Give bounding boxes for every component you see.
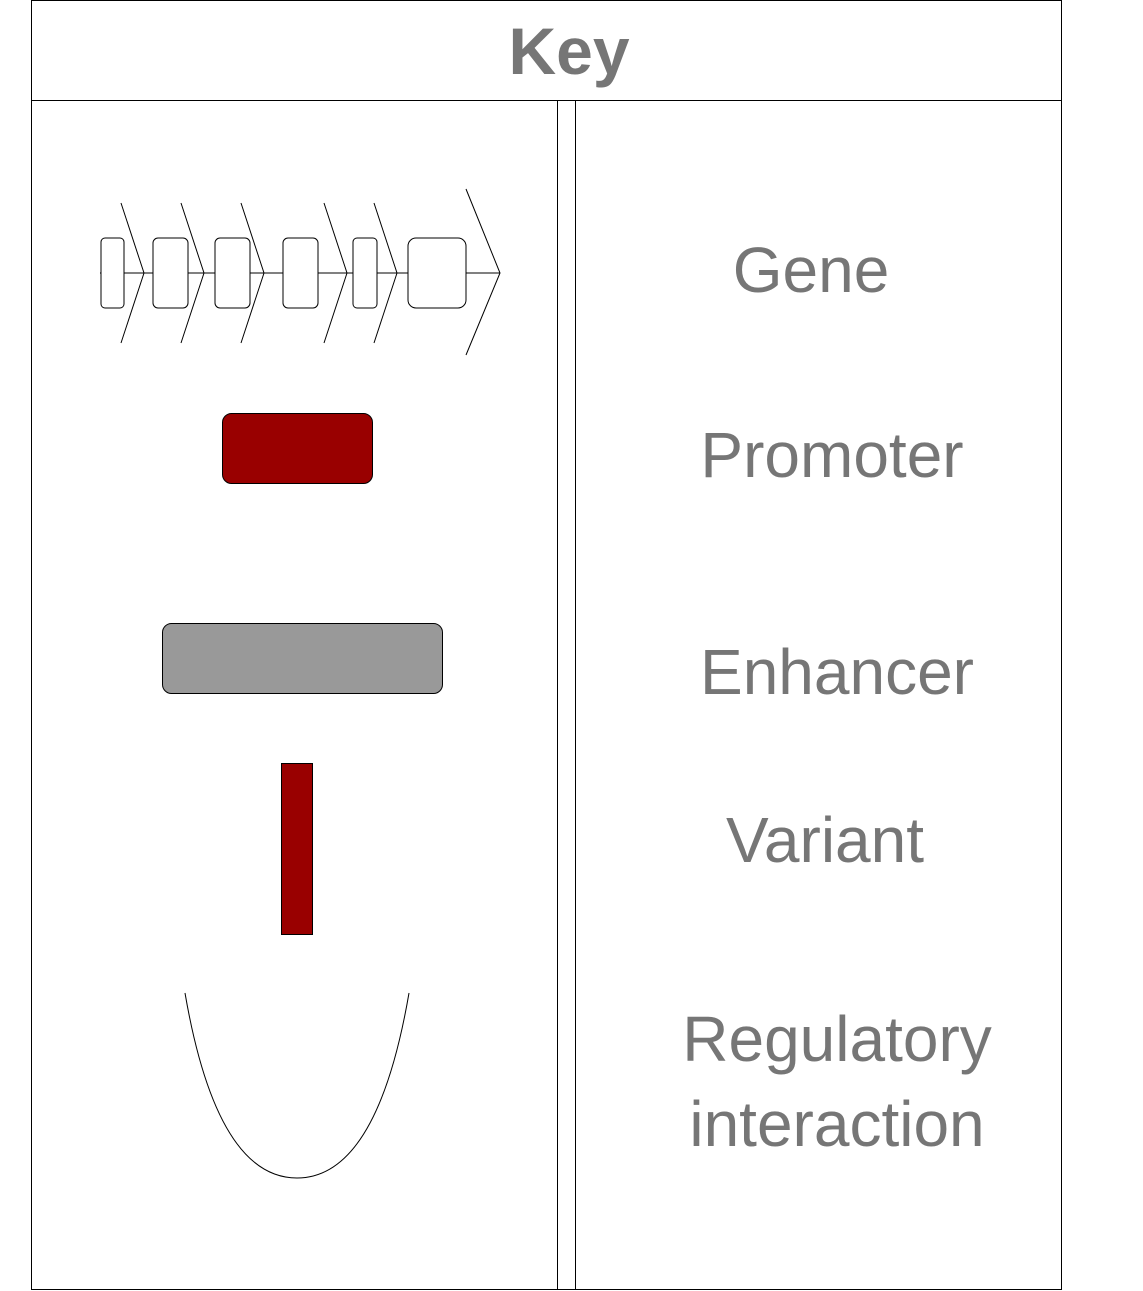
key-frame [31, 0, 1062, 1290]
regulatory-label-line1: Regulatory [682, 1003, 992, 1075]
regulatory-interaction-arc [184, 992, 410, 1179]
gene-label: Gene [733, 234, 890, 306]
key-title: Key [508, 14, 629, 88]
enhancer-label: Enhancer [700, 636, 974, 708]
gene-icon [100, 188, 501, 356]
variant-label: Variant [726, 804, 924, 876]
enhancer-symbol [162, 623, 443, 694]
regulatory-label-line2: interaction [689, 1088, 984, 1160]
variant-symbol [281, 763, 313, 935]
promoter-label: Promoter [700, 419, 963, 491]
promoter-symbol [222, 413, 373, 484]
